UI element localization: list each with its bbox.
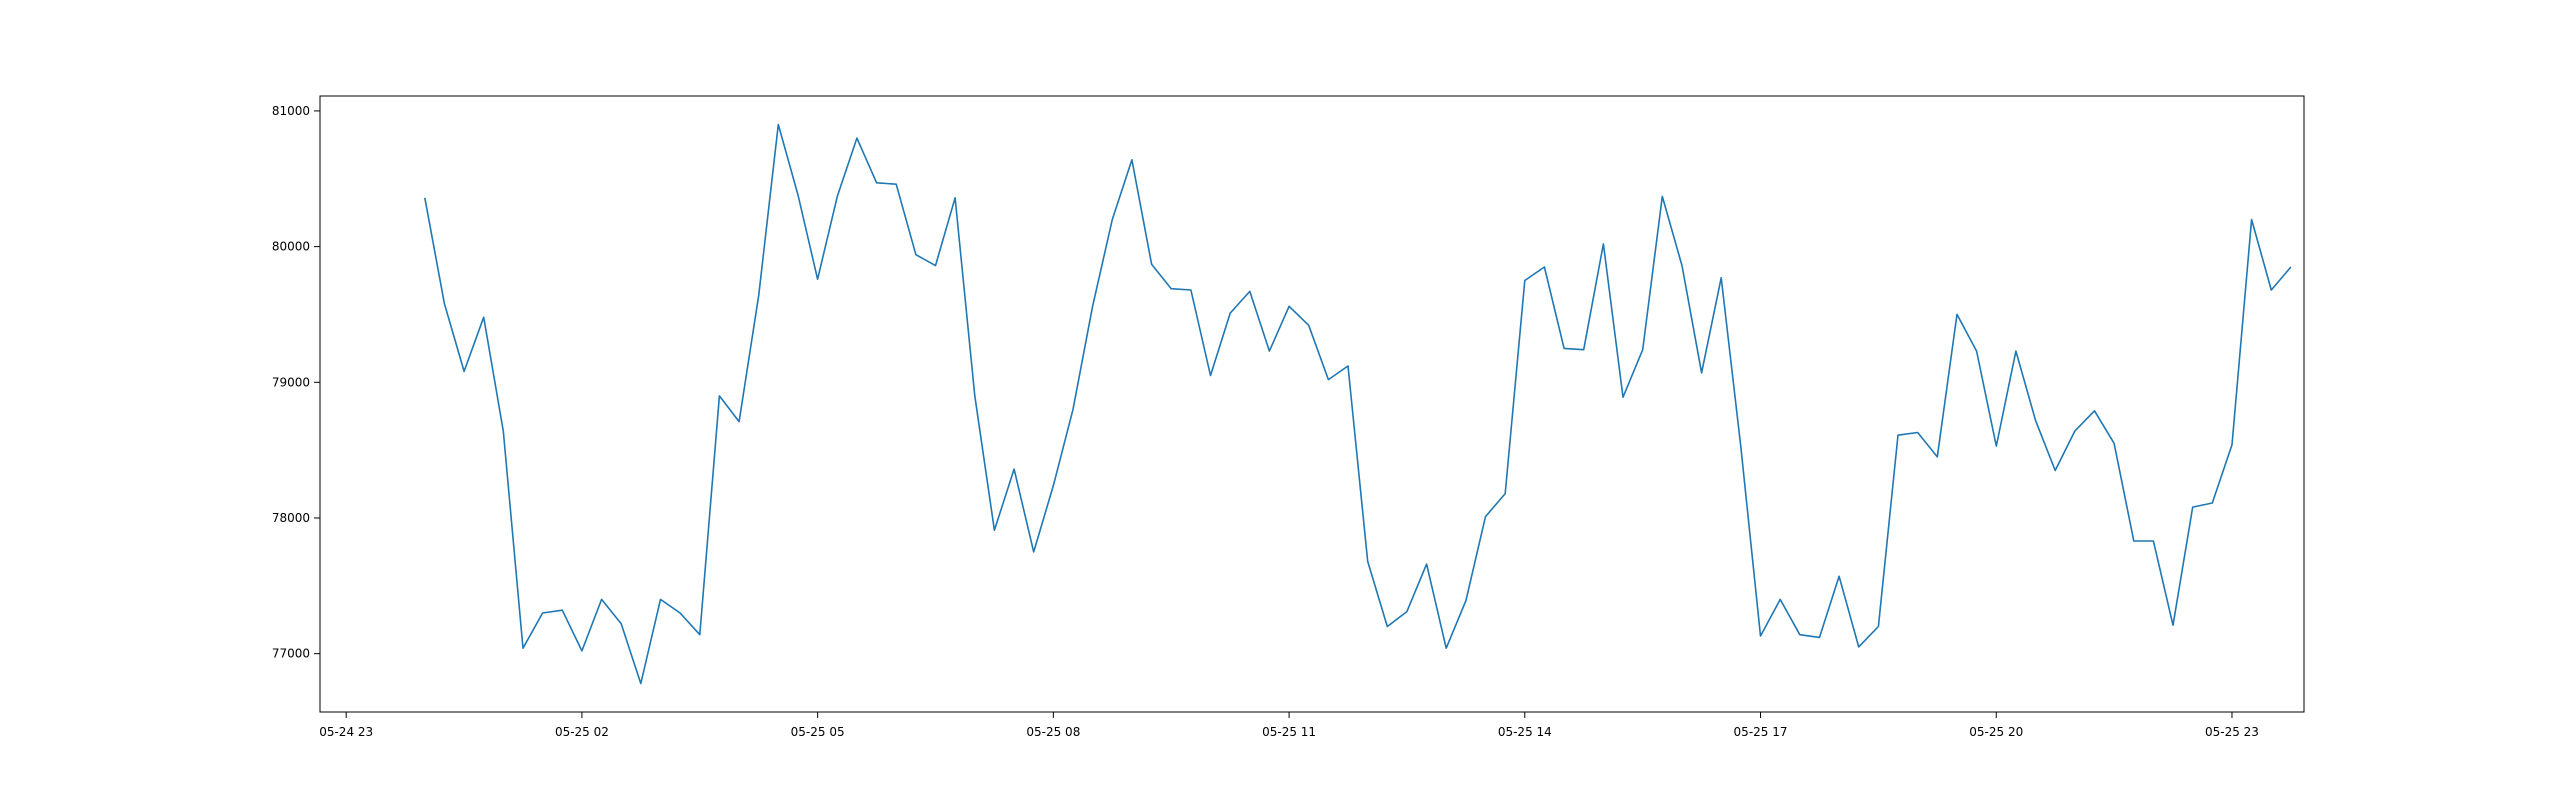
y-tick-label: 77000 xyxy=(272,647,310,661)
x-tick-label: 05-25 17 xyxy=(1734,725,1788,739)
series-layer xyxy=(424,123,2292,685)
x-tick-label: 05-24 23 xyxy=(319,725,373,739)
y-tick-label: 78000 xyxy=(272,511,310,525)
y-tick-label: 79000 xyxy=(272,375,310,389)
x-tick-label: 05-25 11 xyxy=(1262,725,1316,739)
x-tick-label: 05-25 20 xyxy=(1969,725,2023,739)
x-tick-label: 05-25 23 xyxy=(2205,725,2259,739)
x-tick-label: 05-25 02 xyxy=(555,725,609,739)
x-tick-label: 05-25 14 xyxy=(1498,725,1552,739)
x-axis: 05-24 23 05-25 02 05-25 05 05-25 08 05-25 11… xyxy=(319,712,2259,739)
plot-frame xyxy=(319,95,2305,713)
y-tick-label: 81000 xyxy=(272,104,310,118)
x-tick-label: 05-25 08 xyxy=(1026,725,1080,739)
series-line-0 xyxy=(424,123,2292,685)
y-axis: 77000 78000 79000 80000 81000 xyxy=(272,104,320,661)
y-tick-label: 80000 xyxy=(272,240,310,254)
x-tick-label: 05-25 05 xyxy=(791,725,845,739)
